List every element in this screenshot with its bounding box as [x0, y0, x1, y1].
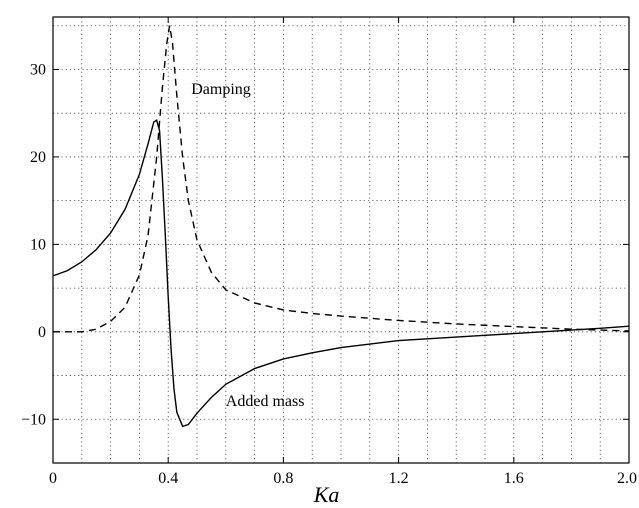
- series-line-damping: [53, 25, 630, 333]
- x-tick-label: 1.2: [389, 470, 409, 487]
- y-tick-label: −10: [21, 411, 46, 428]
- y-tick-labels: −10 0 10 20 30: [21, 61, 46, 428]
- series: [52, 25, 630, 428]
- annotations: Damping Added mass: [191, 81, 304, 410]
- x-tick-label: 2.0: [617, 470, 637, 487]
- y-tick-label: 30: [30, 61, 46, 78]
- x-tick-labels: 0 0.4 0.8 1.2 1.6 2.0: [49, 470, 637, 487]
- annotation-damping: Damping: [191, 81, 251, 98]
- grid: [53, 17, 629, 463]
- x-tick-label: 0.4: [158, 470, 178, 487]
- series-line-added-mass: [52, 119, 630, 428]
- x-axis-title: Ka: [313, 482, 340, 507]
- y-tick-label: 10: [30, 236, 46, 253]
- annotation-added-mass: Added mass: [226, 393, 305, 410]
- x-tick-label: 0: [49, 470, 57, 487]
- plot-frame: [52, 16, 630, 464]
- axis-ticks: [52, 17, 630, 463]
- x-tick-label: 1.6: [504, 470, 524, 487]
- x-tick-label: 0.8: [273, 470, 293, 487]
- y-tick-label: 20: [30, 149, 46, 166]
- y-tick-label: 0: [38, 324, 46, 341]
